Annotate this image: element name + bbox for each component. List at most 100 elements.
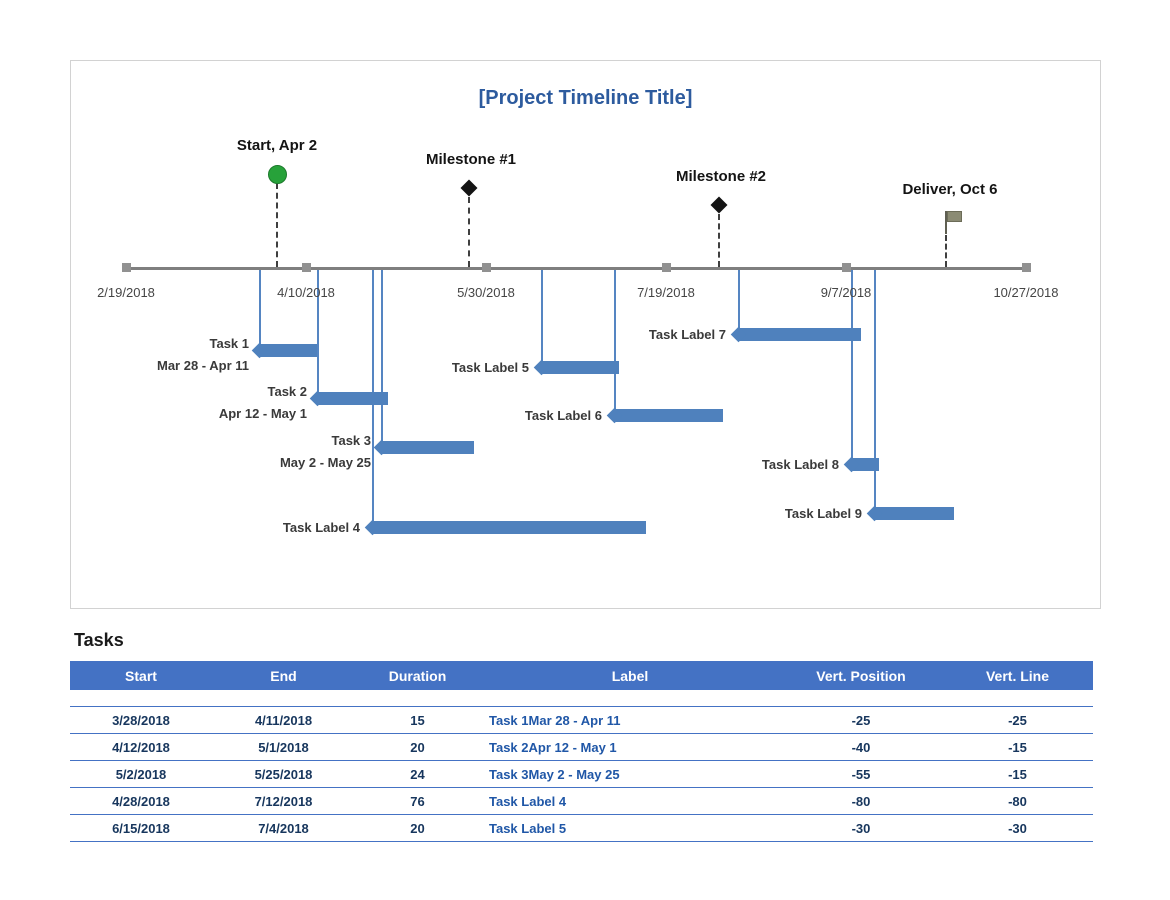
- task-leader-line: [259, 270, 261, 350]
- cell-vert-position[interactable]: -25: [780, 706, 942, 734]
- cell-end[interactable]: 4/11/2018: [212, 706, 355, 734]
- col-header-vert-line[interactable]: Vert. Line: [942, 661, 1093, 690]
- col-header-end[interactable]: End: [212, 661, 355, 690]
- milestone-connector: [945, 235, 947, 267]
- axis-date-label: 5/30/2018: [457, 285, 515, 300]
- spacer-cell: [70, 690, 1093, 707]
- milestone-label-2: Milestone #2: [675, 168, 767, 185]
- cell-label[interactable]: Task Label 5: [480, 814, 780, 842]
- task-label-1: Task 1 Mar 28 - Apr 11: [157, 333, 249, 377]
- task-leader-line: [614, 270, 616, 415]
- task-bar-7[interactable]: [738, 328, 861, 341]
- task-bar-8[interactable]: [851, 458, 879, 471]
- axis-date-label: 2/19/2018: [97, 285, 155, 300]
- cell-duration[interactable]: 20: [355, 814, 480, 842]
- col-header-vert-position[interactable]: Vert. Position: [780, 661, 942, 690]
- task-label-5: Task Label 5: [451, 360, 529, 375]
- task-label-9: Task Label 9: [784, 506, 862, 521]
- task-leader-line: [381, 270, 383, 447]
- flag-icon[interactable]: [947, 211, 962, 222]
- cell-duration[interactable]: 76: [355, 787, 480, 815]
- task-leader-line: [851, 270, 853, 464]
- task-bar-3[interactable]: [381, 441, 474, 454]
- task-bar-5[interactable]: [541, 361, 619, 374]
- table-row: 4/12/2018 5/1/2018 20 Task 2Apr 12 - May…: [70, 733, 1093, 761]
- axis-date-label: 9/7/2018: [820, 285, 872, 300]
- cell-end[interactable]: 5/25/2018: [212, 760, 355, 788]
- cell-duration[interactable]: 15: [355, 706, 480, 734]
- flag-icon[interactable]: [945, 211, 947, 234]
- cell-vert-line[interactable]: -15: [942, 733, 1093, 761]
- cell-start[interactable]: 5/2/2018: [70, 760, 212, 788]
- axis-tick-marker: [302, 263, 311, 272]
- cell-vert-position[interactable]: -55: [780, 760, 942, 788]
- table-row: 4/28/2018 7/12/2018 76 Task Label 4 -80 …: [70, 787, 1093, 815]
- task-leader-line: [738, 270, 740, 334]
- task-name: Task 1: [209, 336, 249, 351]
- milestone-diamond-icon[interactable]: [710, 196, 728, 214]
- cell-end[interactable]: 7/4/2018: [212, 814, 355, 842]
- task-leader-line: [874, 270, 876, 513]
- task-name: Task 3: [331, 433, 371, 448]
- axis-date-label: 4/10/2018: [277, 285, 335, 300]
- cell-label[interactable]: Task 2Apr 12 - May 1: [480, 733, 780, 761]
- axis-tick-marker: [482, 263, 491, 272]
- task-leader-line: [541, 270, 543, 367]
- task-dates: Apr 12 - May 1: [218, 406, 307, 421]
- cell-end[interactable]: 5/1/2018: [212, 733, 355, 761]
- axis-date-label: 7/19/2018: [637, 285, 695, 300]
- cell-label[interactable]: Task Label 4: [480, 787, 780, 815]
- cell-start[interactable]: 3/28/2018: [70, 706, 212, 734]
- task-label-2: Task 2 Apr 12 - May 1: [219, 381, 307, 425]
- milestone-label-1: Milestone #1: [425, 151, 517, 168]
- tasks-table: Start End Duration Label Vert. Position …: [70, 661, 1093, 842]
- start-milestone-icon[interactable]: [268, 165, 287, 184]
- chart-title[interactable]: [Project Timeline Title]: [478, 87, 693, 109]
- milestone-connector: [468, 197, 470, 267]
- task-bar-9[interactable]: [874, 507, 954, 520]
- cell-vert-line[interactable]: -80: [942, 787, 1093, 815]
- axis-date-label: 10/27/2018: [993, 285, 1059, 300]
- col-header-duration[interactable]: Duration: [355, 661, 480, 690]
- cell-label[interactable]: Task 1Mar 28 - Apr 11: [480, 706, 780, 734]
- cell-start[interactable]: 4/12/2018: [70, 733, 212, 761]
- task-leader-line: [317, 270, 319, 398]
- cell-duration[interactable]: 24: [355, 760, 480, 788]
- cell-vert-position[interactable]: -80: [780, 787, 942, 815]
- cell-start[interactable]: 6/15/2018: [70, 814, 212, 842]
- task-bar-4[interactable]: [372, 521, 646, 534]
- task-label-7: Task Label 7: [648, 327, 726, 342]
- cell-vert-line[interactable]: -25: [942, 706, 1093, 734]
- col-header-start[interactable]: Start: [70, 661, 212, 690]
- milestone-diamond-icon[interactable]: [460, 179, 478, 197]
- col-header-label[interactable]: Label: [480, 661, 780, 690]
- table-row: 3/28/2018 4/11/2018 15 Task 1Mar 28 - Ap…: [70, 706, 1093, 734]
- tasks-section-title: Tasks: [74, 630, 124, 650]
- table-row: 5/2/2018 5/25/2018 24 Task 3May 2 - May …: [70, 760, 1093, 788]
- milestone-label-deliver: Deliver, Oct 6: [902, 181, 998, 198]
- milestone-connector: [276, 183, 278, 267]
- timeline-chart-panel: [Project Timeline Title] 2/19/2018 4/10/…: [70, 60, 1101, 609]
- timeline-axis: [126, 267, 1027, 270]
- milestone-connector: [718, 214, 720, 267]
- table-row: 6/15/2018 7/4/2018 20 Task Label 5 -30 -…: [70, 814, 1093, 842]
- task-dates: May 2 - May 25: [279, 455, 371, 470]
- cell-vert-position[interactable]: -30: [780, 814, 942, 842]
- task-dates: Mar 28 - Apr 11: [156, 358, 249, 373]
- cell-vert-line[interactable]: -30: [942, 814, 1093, 842]
- task-bar-1[interactable]: [259, 344, 317, 357]
- axis-tick-marker: [662, 263, 671, 272]
- cell-label[interactable]: Task 3May 2 - May 25: [480, 760, 780, 788]
- axis-tick-marker: [842, 263, 851, 272]
- cell-vert-position[interactable]: -40: [780, 733, 942, 761]
- task-bar-2[interactable]: [317, 392, 388, 405]
- cell-vert-line[interactable]: -15: [942, 760, 1093, 788]
- table-spacer-row: [70, 690, 1093, 707]
- task-bar-6[interactable]: [614, 409, 723, 422]
- cell-start[interactable]: 4/28/2018: [70, 787, 212, 815]
- milestone-label-start: Start, Apr 2: [236, 137, 318, 154]
- cell-duration[interactable]: 20: [355, 733, 480, 761]
- task-label-6: Task Label 6: [524, 408, 602, 423]
- cell-end[interactable]: 7/12/2018: [212, 787, 355, 815]
